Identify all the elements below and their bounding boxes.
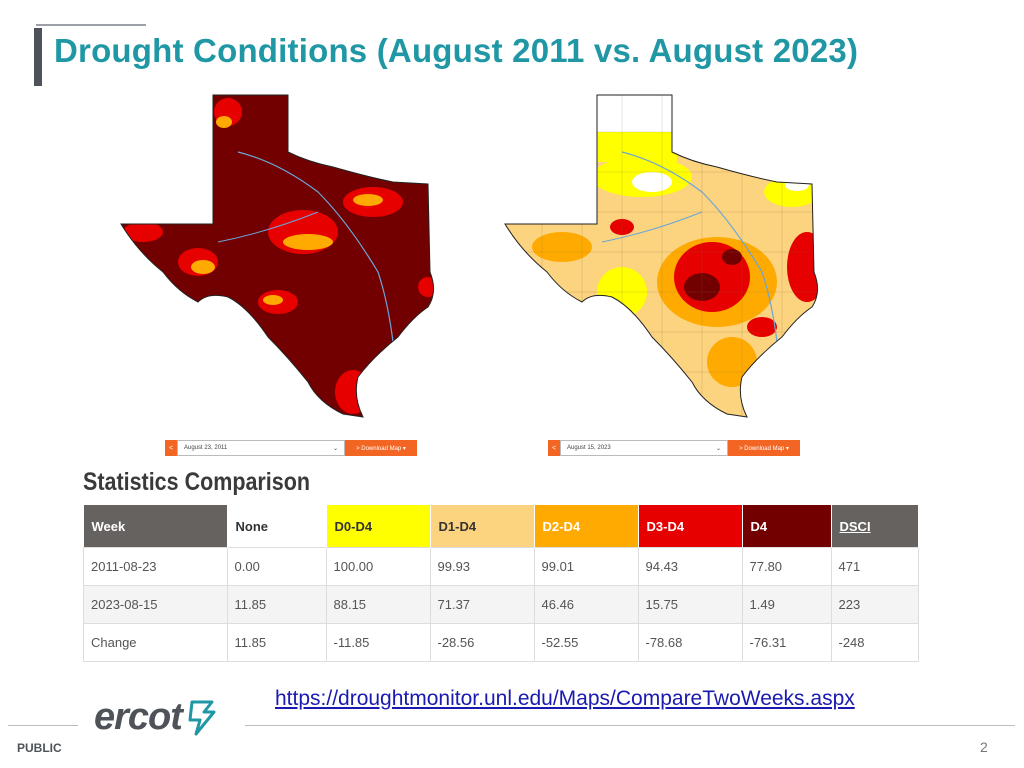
prev-week-button[interactable]: < — [165, 440, 177, 456]
table-cell: 46.46 — [533, 585, 639, 624]
table-cell: -28.56 — [429, 623, 535, 662]
drought-monitor-link[interactable]: https://droughtmonitor.unl.edu/Maps/Comp… — [275, 687, 855, 710]
date-select-2011[interactable]: August 23, 2011 ⌄ — [177, 440, 345, 456]
slide-title: Drought Conditions (August 2011 vs. Augu… — [54, 32, 859, 69]
table-row: Change 11.85 -11.85 -28.56 -52.55 -78.68… — [83, 623, 919, 662]
table-cell: -11.85 — [325, 623, 431, 662]
public-label: PUBLIC — [17, 741, 62, 755]
ercot-logo-text: ercot — [94, 696, 183, 738]
table-cell: 99.93 — [429, 547, 535, 586]
date-select-2023[interactable]: August 15, 2023 ⌄ — [560, 440, 728, 456]
texas-map-2011-image — [120, 94, 434, 418]
table-cell: Change — [83, 623, 228, 662]
drought-map-2023 — [502, 92, 842, 422]
header-d3-d4: D3-D4 — [638, 505, 743, 548]
table-cell: 2023-08-15 — [83, 585, 228, 624]
table-row: 2011-08-23 0.00 100.00 99.93 99.01 94.43… — [83, 547, 919, 586]
date-picker-2023: < August 15, 2023 ⌄ > Download Map ▾ — [548, 440, 800, 456]
header-d4: D4 — [742, 505, 832, 548]
header-d1-d4: D1-D4 — [430, 505, 535, 548]
table-cell: 2011-08-23 — [83, 547, 228, 586]
header-dsci-link[interactable]: DSCI — [831, 505, 919, 548]
title-rule — [36, 24, 146, 26]
table-cell: 1.49 — [741, 585, 832, 624]
table-cell: 11.85 — [226, 623, 327, 662]
date-select-value: August 23, 2011 — [184, 445, 228, 451]
table-cell: 77.80 — [741, 547, 832, 586]
chevron-down-icon: ⌄ — [715, 445, 721, 452]
table-cell: 0.00 — [226, 547, 327, 586]
statistics-table: Week None D0-D4 D1-D4 D2-D4 D3-D4 D4 DSC… — [83, 505, 919, 662]
header-none: None — [227, 505, 327, 548]
table-cell: 11.85 — [226, 585, 327, 624]
table-cell: 88.15 — [325, 585, 431, 624]
footer-divider-left — [8, 725, 78, 726]
footer-divider-right — [245, 725, 1015, 726]
table-cell: 94.43 — [637, 547, 743, 586]
drought-map-2011 — [118, 92, 458, 422]
download-map-button[interactable]: > Download Map ▾ — [345, 440, 417, 456]
table-header-row: Week None D0-D4 D1-D4 D2-D4 D3-D4 D4 DSC… — [83, 505, 919, 548]
table-cell: 15.75 — [637, 585, 743, 624]
ercot-logo: ercot — [94, 696, 216, 739]
table-cell: -76.31 — [741, 623, 832, 662]
table-cell: 223 — [830, 585, 919, 624]
table-cell: 100.00 — [325, 547, 431, 586]
download-map-button[interactable]: > Download Map ▾ — [728, 440, 800, 456]
table-cell: 99.01 — [533, 547, 639, 586]
page-number: 2 — [980, 739, 988, 755]
ercot-bolt-icon — [188, 700, 216, 735]
header-d0-d4: D0-D4 — [326, 505, 431, 548]
table-cell: 71.37 — [429, 585, 535, 624]
title-accent-bar — [34, 28, 42, 86]
prev-week-button[interactable]: < — [548, 440, 560, 456]
date-picker-2011: < August 23, 2011 ⌄ > Download Map ▾ — [165, 440, 417, 456]
table-cell: -78.68 — [637, 623, 743, 662]
texas-map-2023-image — [504, 94, 818, 418]
date-select-value: August 15, 2023 — [567, 445, 611, 451]
header-week: Week — [83, 505, 228, 548]
table-cell: 471 — [830, 547, 919, 586]
table-cell: -248 — [830, 623, 919, 662]
table-cell: -52.55 — [533, 623, 639, 662]
chevron-down-icon: ⌄ — [332, 445, 338, 452]
statistics-title: Statistics Comparison — [83, 468, 310, 496]
table-row: 2023-08-15 11.85 88.15 71.37 46.46 15.75… — [83, 585, 919, 624]
header-d2-d4: D2-D4 — [534, 505, 639, 548]
